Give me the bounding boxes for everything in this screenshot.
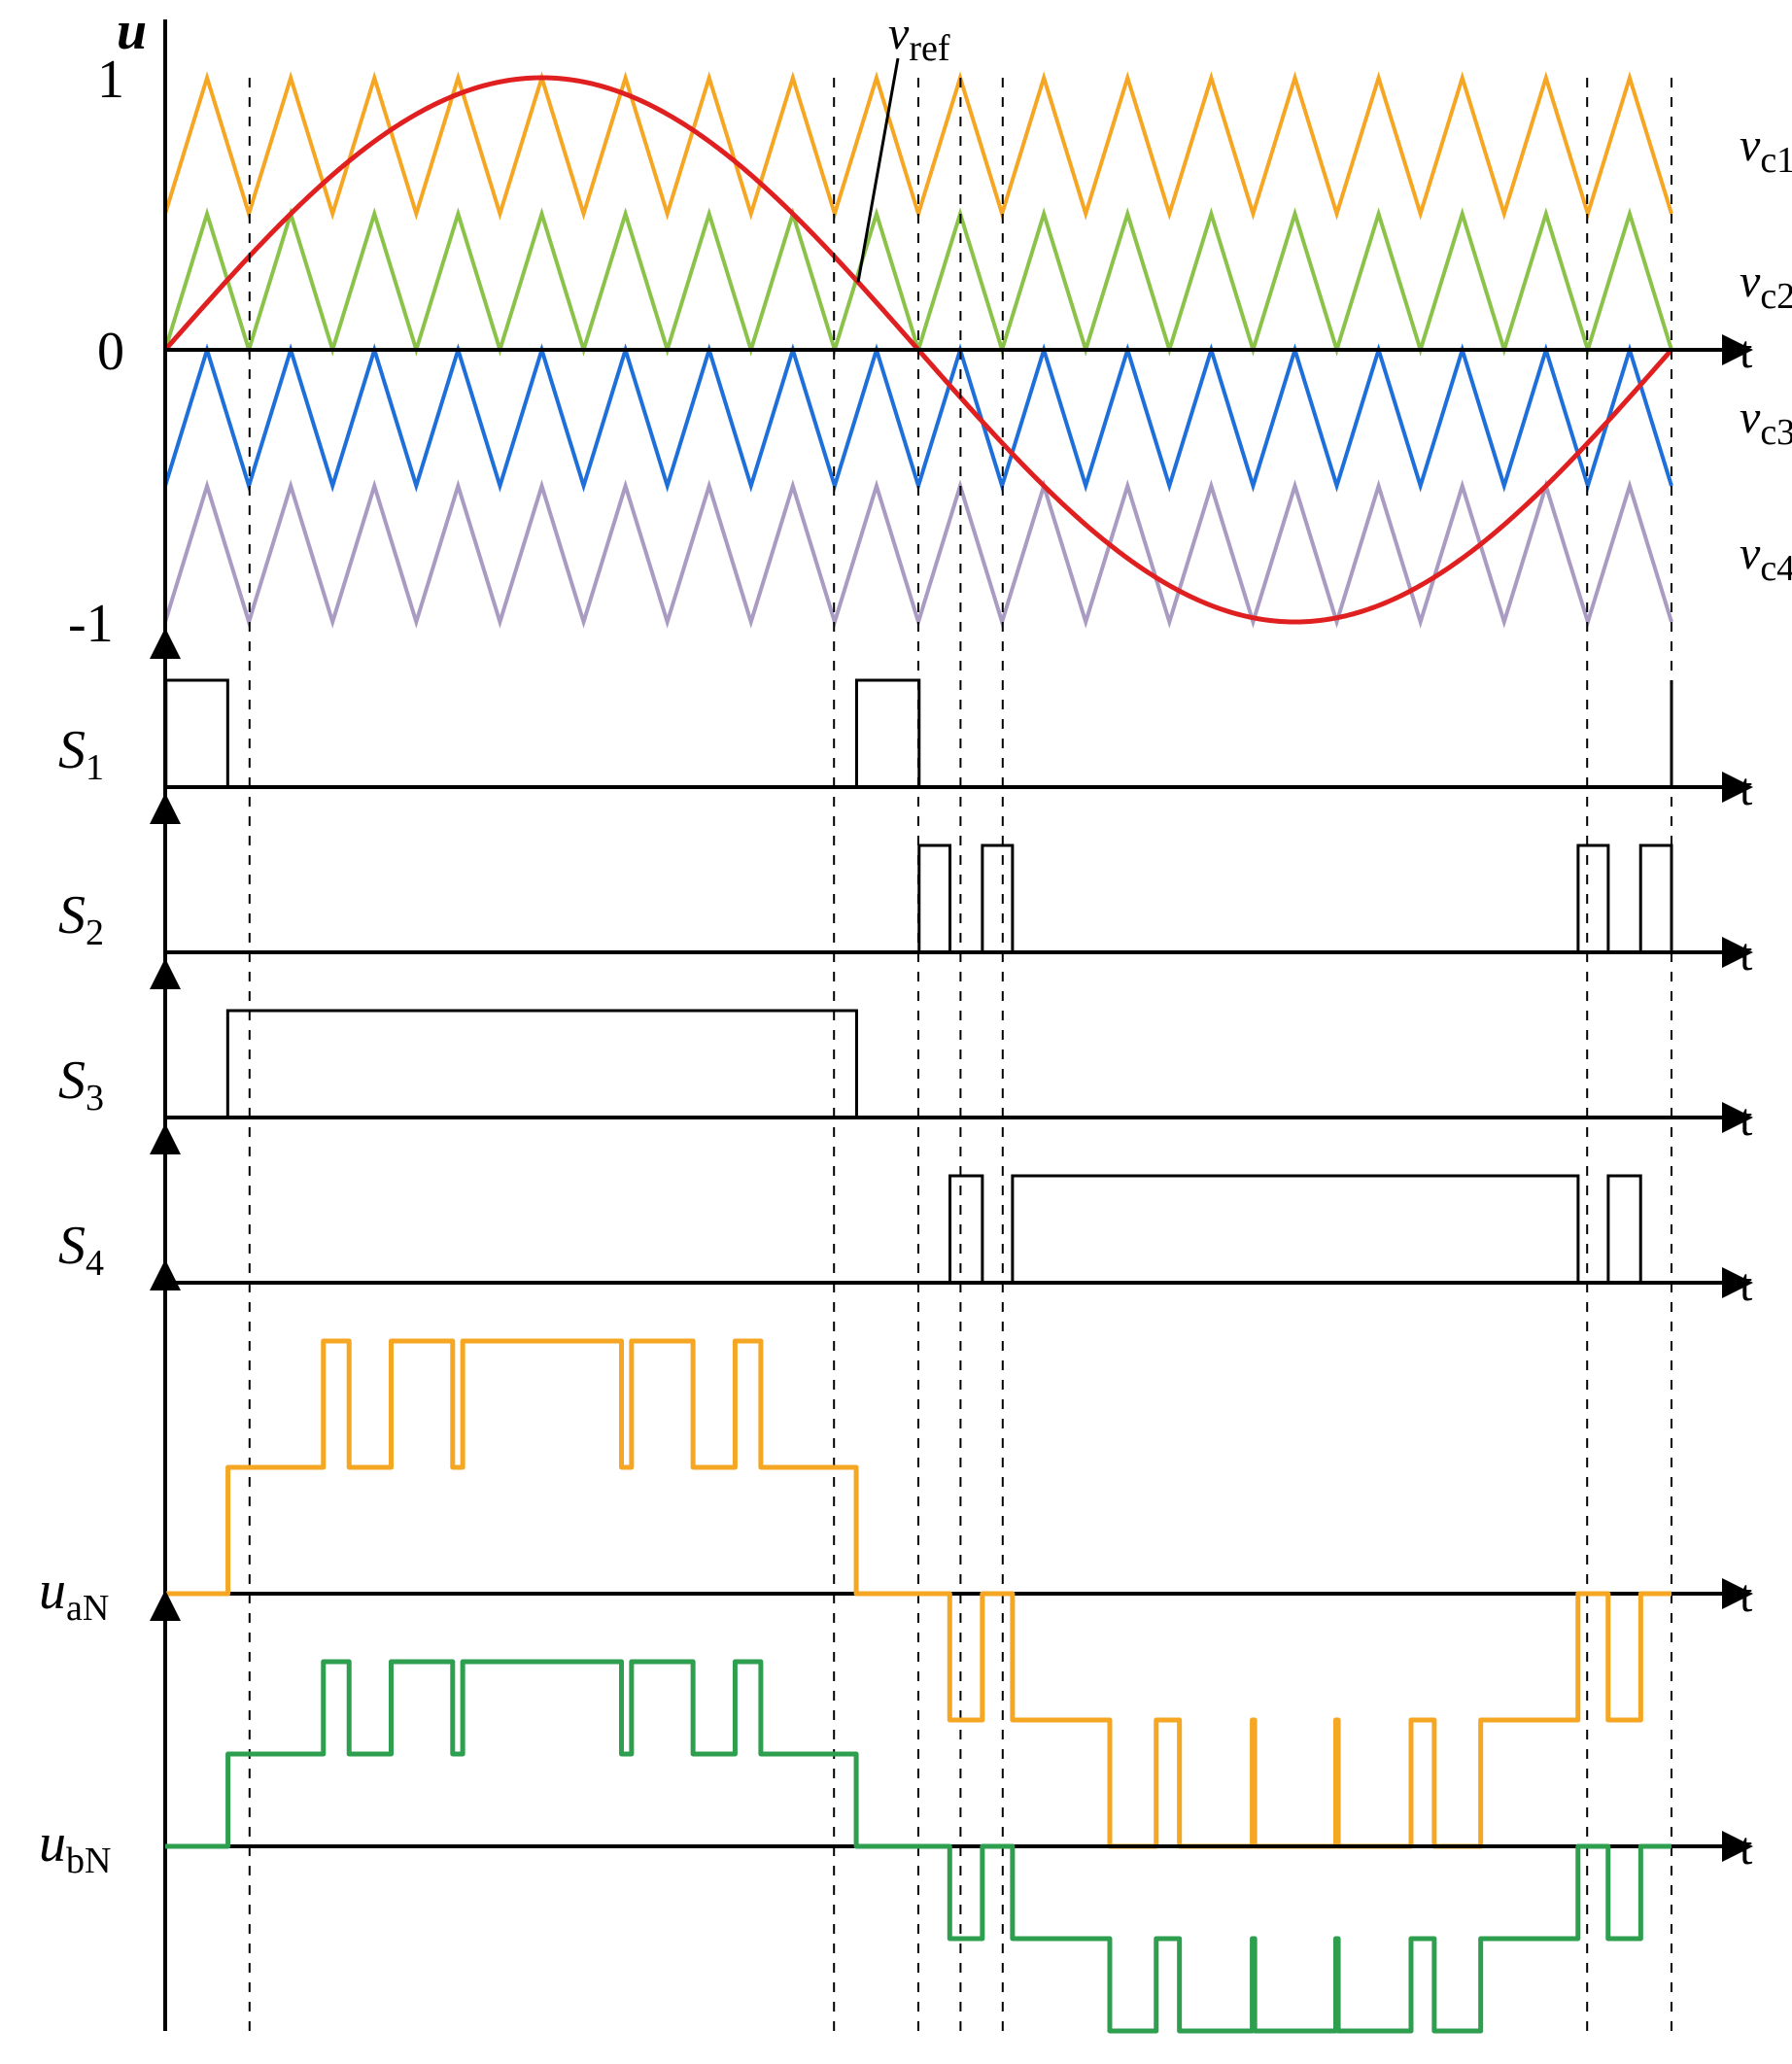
svg-text:S3: S3 <box>58 1050 104 1118</box>
vc1-label: vc1 <box>1740 120 1792 181</box>
svg-text:S1: S1 <box>58 720 104 788</box>
svg-text:S2: S2 <box>58 885 104 953</box>
s3-t: t <box>1740 1094 1753 1146</box>
s1-t: t <box>1740 764 1753 815</box>
s4-label: S4 <box>58 1216 104 1284</box>
svg-text:vc4: vc4 <box>1740 528 1792 589</box>
svg-text:vc1: vc1 <box>1740 120 1792 181</box>
tick-neg1: -1 <box>68 594 114 654</box>
pwm-diagram: u10-1tvrefvc1vc2vc3vc4tS1tS2tS3tS4tuaNtu… <box>19 19 1773 2045</box>
tick-1: 1 <box>97 50 124 110</box>
svg-text:vc2: vc2 <box>1740 256 1792 317</box>
s2-label: S2 <box>58 885 104 953</box>
vc2-label: vc2 <box>1740 256 1792 317</box>
s3-wave <box>165 1011 1671 1118</box>
uaN-t: t <box>1740 1570 1753 1622</box>
svg-text:ubN: ubN <box>39 1813 111 1881</box>
uaN-label: uaN <box>39 1561 109 1629</box>
ubN-t: t <box>1740 1823 1753 1875</box>
ubN-label: ubN <box>39 1813 111 1881</box>
svg-text:uaN: uaN <box>39 1561 109 1629</box>
svg-text:S4: S4 <box>58 1216 104 1284</box>
s2-wave <box>165 845 1671 952</box>
s1-label: S1 <box>58 720 104 788</box>
carrier-t-label: t <box>1740 327 1753 378</box>
tick-0: 0 <box>97 322 124 382</box>
s2-t: t <box>1740 929 1753 980</box>
s3-label: S3 <box>58 1050 104 1118</box>
s1-wave <box>165 680 1671 787</box>
vc4-label: vc4 <box>1740 528 1792 589</box>
vc3-label: vc3 <box>1740 392 1792 453</box>
svg-text:vc3: vc3 <box>1740 392 1792 453</box>
s4-t: t <box>1740 1259 1753 1311</box>
